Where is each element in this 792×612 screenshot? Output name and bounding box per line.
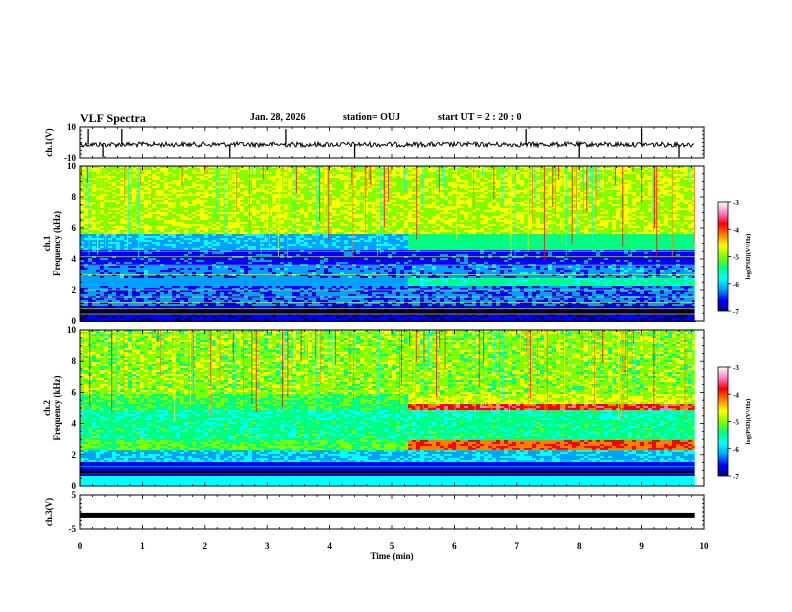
- x-tick-label: 10: [700, 541, 710, 551]
- y-tick-label: 8: [72, 192, 77, 202]
- ch1-spectrogram-colorbar: [718, 202, 728, 311]
- x-tick-label: 9: [639, 541, 644, 551]
- y-tick-label: 4: [72, 254, 77, 264]
- ch1-spectrogram-heatmap: [80, 166, 704, 322]
- colorbar-tick-label: -7: [733, 473, 739, 481]
- channel-label: ch.2: [42, 400, 52, 416]
- y-tick-label: 2: [72, 450, 77, 460]
- colorbar-tick-label: -6: [733, 446, 739, 454]
- colorbar-tick-label: -3: [733, 199, 739, 207]
- y-tick-label: 6: [72, 223, 77, 233]
- colorbar-tick-label: -4: [733, 226, 739, 234]
- channel-label: ch.1: [42, 235, 52, 251]
- y-axis-label: Frequency (kHz): [52, 375, 62, 440]
- y-tick-label: 6: [72, 387, 77, 397]
- x-tick-label: 0: [78, 541, 83, 551]
- y-tick-label: 10: [67, 325, 77, 335]
- ch3-waveform-frame: [80, 495, 704, 529]
- colorbar-label: log(PSD)(V²/Hz): [745, 399, 752, 445]
- y-tick-label: 10: [67, 122, 77, 132]
- x-tick-label: 8: [577, 541, 582, 551]
- colorbar-tick-label: -4: [733, 391, 739, 399]
- x-tick-label: 4: [327, 541, 332, 551]
- x-tick-label: 5: [390, 541, 395, 551]
- colorbar-tick-label: -3: [733, 364, 739, 372]
- y-axis-label: ch.1(V): [44, 128, 54, 156]
- x-axis-label: Time (min): [370, 551, 413, 561]
- colorbar-tick-label: -5: [733, 419, 739, 427]
- y-axis-label: ch.3(V): [44, 498, 54, 526]
- colorbar-tick-label: -6: [733, 281, 739, 289]
- ch3-waveform-trace: [80, 513, 695, 518]
- ch1-waveform-trace: [80, 142, 694, 147]
- colorbar-tick-label: -5: [733, 254, 739, 262]
- ch1-waveform-frame: [80, 127, 704, 158]
- colorbar-tick-label: -7: [733, 308, 739, 316]
- x-tick-label: 3: [265, 541, 270, 551]
- y-tick-label: -5: [69, 524, 77, 534]
- y-axis-label: Frequency (kHz): [52, 211, 62, 276]
- ch2-spectrogram-colorbar: [718, 367, 728, 476]
- x-tick-label: 7: [515, 541, 520, 551]
- y-tick-label: 8: [72, 356, 77, 366]
- y-tick-label: 10: [67, 161, 77, 171]
- colorbar-label: log(PSD)(V²/Hz): [745, 234, 752, 280]
- x-tick-label: 1: [140, 541, 145, 551]
- y-tick-label: 5: [72, 490, 77, 500]
- ch2-spectrogram-heatmap: [80, 330, 704, 486]
- x-tick-label: 6: [452, 541, 457, 551]
- x-tick-label: 2: [203, 541, 208, 551]
- y-tick-label: 4: [72, 419, 77, 429]
- y-tick-label: 2: [72, 285, 77, 295]
